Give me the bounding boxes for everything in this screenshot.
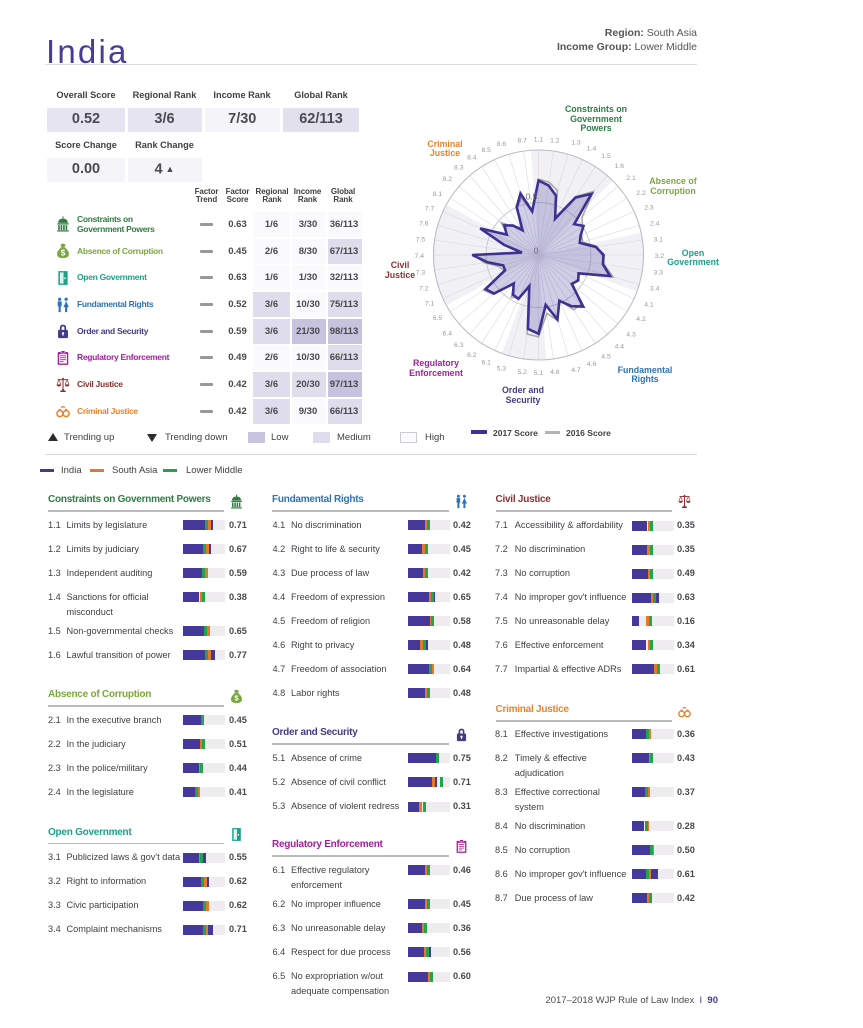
svg-text:3.4: 3.4: [650, 286, 660, 293]
svg-text:5.3: 5.3: [497, 365, 507, 372]
svg-text:8.2: 8.2: [443, 176, 453, 183]
svg-text:1.5: 1.5: [601, 153, 611, 160]
svg-text:8.5: 8.5: [481, 147, 491, 154]
svg-text:7.7: 7.7: [425, 205, 435, 212]
svg-text:4.7: 4.7: [571, 367, 581, 374]
svg-text:8.4: 8.4: [467, 155, 477, 162]
svg-text:4.1: 4.1: [644, 301, 654, 308]
svg-text:7.1: 7.1: [425, 301, 435, 308]
svg-text:3.1: 3.1: [654, 237, 664, 244]
svg-text:5.1: 5.1: [534, 370, 544, 377]
svg-text:6.2: 6.2: [467, 352, 477, 359]
svg-text:8.3: 8.3: [454, 165, 464, 172]
svg-text:8.7: 8.7: [517, 138, 527, 145]
svg-text:2.1: 2.1: [626, 175, 636, 182]
svg-text:1.3: 1.3: [571, 140, 581, 147]
svg-text:6.3: 6.3: [454, 342, 464, 349]
svg-text:4.6: 4.6: [587, 361, 597, 368]
svg-text:8.1: 8.1: [433, 191, 443, 198]
svg-text:1.4: 1.4: [587, 145, 597, 152]
svg-text:3.2: 3.2: [655, 253, 665, 260]
svg-text:1.2: 1.2: [550, 138, 560, 145]
svg-text:6.5: 6.5: [433, 315, 443, 322]
svg-text:7.6: 7.6: [419, 221, 429, 228]
svg-text:0: 0: [534, 246, 539, 256]
svg-text:4.2: 4.2: [636, 316, 646, 323]
svg-text:7.4: 7.4: [415, 253, 425, 260]
svg-text:2.2: 2.2: [636, 190, 646, 197]
svg-text:$: $: [61, 248, 66, 257]
svg-text:$: $: [234, 694, 239, 703]
svg-text:7.3: 7.3: [416, 269, 426, 276]
svg-text:1.1: 1.1: [534, 137, 544, 144]
svg-text:7.5: 7.5: [416, 237, 426, 244]
svg-text:4.3: 4.3: [626, 332, 636, 339]
svg-text:4.4: 4.4: [615, 343, 625, 350]
svg-text:4.8: 4.8: [550, 369, 560, 376]
svg-text:0.5: 0.5: [526, 192, 538, 202]
svg-text:2.3: 2.3: [644, 205, 654, 212]
svg-text:7.2: 7.2: [419, 285, 429, 292]
svg-text:2.4: 2.4: [650, 220, 660, 227]
svg-text:5.2: 5.2: [517, 369, 527, 376]
svg-text:6.4: 6.4: [443, 331, 453, 338]
svg-text:3.3: 3.3: [654, 270, 664, 277]
svg-text:8.6: 8.6: [497, 141, 507, 148]
svg-text:6.1: 6.1: [481, 360, 491, 367]
svg-text:4.5: 4.5: [601, 353, 611, 360]
svg-text:1.6: 1.6: [615, 163, 625, 170]
